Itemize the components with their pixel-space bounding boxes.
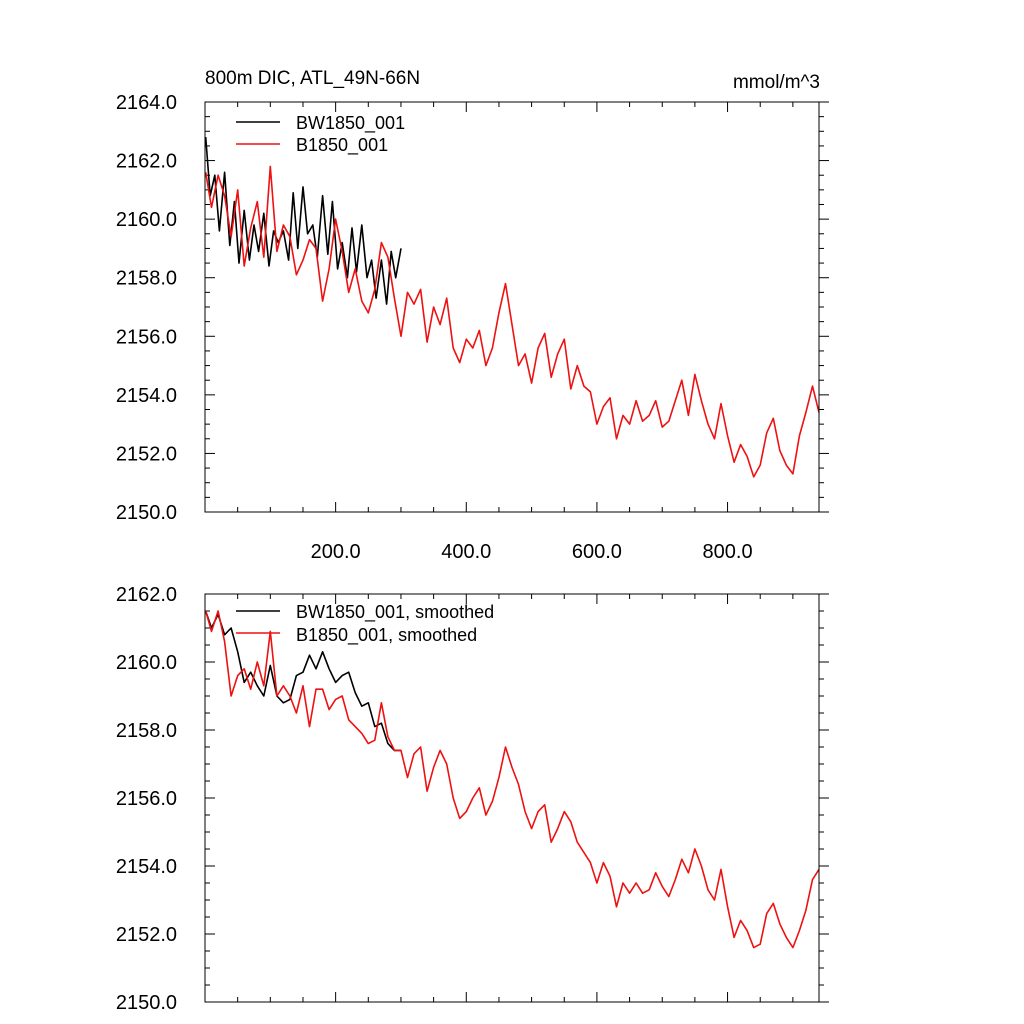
y-tick-label: 2160.0 — [116, 652, 177, 674]
axis-ticks — [205, 101, 829, 513]
series-group — [204, 137, 820, 478]
x-tick-label: 600.0 — [572, 541, 622, 563]
series-group — [204, 610, 820, 949]
y-tick-label: 2158.0 — [116, 268, 177, 290]
y-tick-labels: 2150.0 2152.0 2154.0 2156.0 2158.0 2160.0 2162… — [116, 92, 177, 524]
x-tick-label: 800.0 — [703, 541, 753, 563]
y-tick-label: 2152.0 — [116, 443, 177, 465]
legend: BW1850_001, smoothed B1850_001, smoothed — [236, 602, 494, 646]
legend: BW1850_001 B1850_001 — [236, 113, 405, 156]
top-panel: 800m DIC, ATL_49N-66N mmol/m^3 2150.0215… — [116, 68, 829, 563]
legend-label-bw1850-smoothed: BW1850_001, smoothed — [296, 602, 494, 623]
legend-label-b1850-smoothed: B1850_001, smoothed — [296, 625, 477, 646]
x-tick-label: 400.0 — [441, 541, 491, 563]
units-label: mmol/m^3 — [733, 72, 820, 93]
y-tick-label: 2150.0 — [116, 502, 177, 524]
y-tick-label: 2150.0 — [116, 992, 177, 1014]
legend-label-bw1850: BW1850_001 — [296, 113, 405, 134]
series-line-b1850-001 — [204, 165, 820, 478]
chart-title: 800m DIC, ATL_49N-66N — [205, 68, 420, 89]
y-tick-label: 2154.0 — [116, 856, 177, 878]
x-tick-label: 200.0 — [311, 541, 361, 563]
y-tick-label: 2158.0 — [116, 720, 177, 742]
series-line-bw1850-001-smoothed — [204, 610, 401, 752]
y-tick-label: 2156.0 — [116, 326, 177, 348]
plot-frame — [204, 593, 820, 1003]
y-tick-label: 2156.0 — [116, 788, 177, 810]
y-tick-label: 2162.0 — [116, 151, 177, 173]
x-tick-labels: 200.0 400.0 600.0 800.0 — [311, 541, 753, 563]
legend-label-b1850: B1850_001 — [296, 135, 388, 156]
series-line-b1850-001-smoothed — [204, 610, 820, 949]
y-tick-label: 2162.0 — [116, 584, 177, 606]
y-tick-label: 2160.0 — [116, 209, 177, 231]
y-tick-labels: 2150.0 2152.0 2154.0 2156.0 2158.0 2160.0 2162… — [116, 584, 177, 1014]
bottom-panel: 2150.0 2152.0 2154.0 2156.0 2158.0 2160.0 2162… — [116, 584, 829, 1014]
y-tick-label: 2152.0 — [116, 924, 177, 946]
plot-frame — [204, 101, 820, 513]
y-tick-label: 2154.0 — [116, 385, 177, 407]
series-line-bw1850-001 — [204, 137, 402, 305]
y-tick-label: 2164.0 — [116, 92, 177, 114]
axis-ticks — [205, 593, 829, 1003]
